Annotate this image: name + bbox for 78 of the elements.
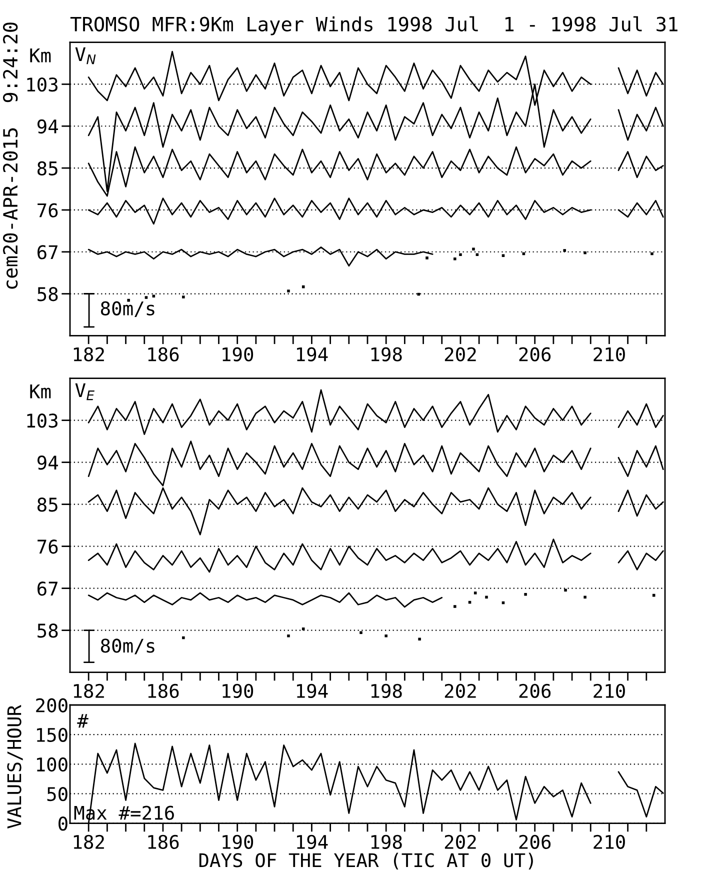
x-tick-label: 202 [444,834,476,850]
y-tick-label: 103 [27,77,58,92]
y-tick-label: 67 [38,245,58,260]
x-tick-label: 206 [519,347,551,362]
y-tick-label: 76 [38,540,58,554]
x-tick-label: 194 [297,834,328,850]
point [584,596,586,599]
text: cem20-APR-2015 9:24:20 [2,22,18,289]
x-tick-label: 206 [519,684,551,698]
point [287,634,290,638]
annotation: V$_{N}$ [75,47,96,64]
y-tick-label: 76 [38,203,58,218]
x-tick-label: 202 [444,684,476,698]
x-tick-label: 190 [222,834,254,850]
x-tick-label: 186 [148,834,179,850]
point [472,248,475,250]
point [384,634,388,638]
point [564,588,567,592]
point [302,628,305,630]
y-tick-label: 94 [37,119,58,134]
point [144,296,148,299]
x-tick-label: 186 [148,684,179,698]
x-axis-title: DAYS OF THE YEAR (TIC AT 0 UT) [199,852,533,870]
x-tick-label: 194 [297,684,328,698]
point [360,631,362,634]
y-tick-label: 58 [38,624,58,638]
x-tick-label: 202 [444,347,476,362]
x-tick-label: 210 [594,684,625,698]
point [426,256,428,260]
line-series [88,592,443,608]
y-tick-label: 103 [27,414,58,428]
y-tick-label: 85 [38,161,58,176]
point [474,592,477,594]
y-tick-label: 67 [38,582,58,596]
x-tick-label: 210 [594,834,625,850]
point [524,592,527,596]
point [182,296,185,298]
x-tick-label: 182 [74,684,104,698]
point [459,253,462,256]
y-tick-label: 85 [38,498,58,512]
x-tick-label: 190 [222,684,254,698]
annotation: # [77,714,88,728]
point [650,252,654,256]
point [152,294,156,298]
point [182,636,185,640]
x-tick-label: 198 [371,684,402,698]
x-tick-label: 198 [371,347,402,362]
point [454,605,456,608]
chart-title: TROMSO MFR:9Km Layer Winds 1998 Jul 1 - 1998 Jul 31 [70,16,678,36]
x-tick-label: 198 [371,834,402,850]
y-axis-title: Km [30,384,51,398]
y-tick-label: 94 [37,456,58,470]
x-tick-label: 186 [148,347,179,362]
annotation: 80m/s [100,301,154,317]
point [563,249,566,252]
x-tick-label: 206 [519,834,551,850]
point [485,596,488,599]
x-tick-label: 194 [297,347,328,362]
y-axis-title: Km [30,48,51,62]
x-tick-label: 182 [74,347,104,362]
y-tick-label: 100 [37,757,68,772]
point [502,254,505,257]
point [584,251,586,254]
x-tick-label: 190 [222,347,254,362]
x-tick-label: 182 [74,834,104,850]
point [454,257,456,260]
y-tick-label: 58 [38,287,58,302]
annotation: V$_{E}$ [75,383,94,400]
x-tick-label: 210 [594,347,625,362]
y-tick-label: 50 [47,786,68,802]
point [287,290,290,292]
y-tick-label: 0 [58,816,68,831]
y-tick-label: 200 [36,698,68,712]
point [418,638,421,641]
annotation: 80m/s [100,638,154,654]
point [417,292,420,296]
y-axis-title: VALUES/HOUR [7,704,23,829]
y-tick-label: 150 [37,728,68,742]
